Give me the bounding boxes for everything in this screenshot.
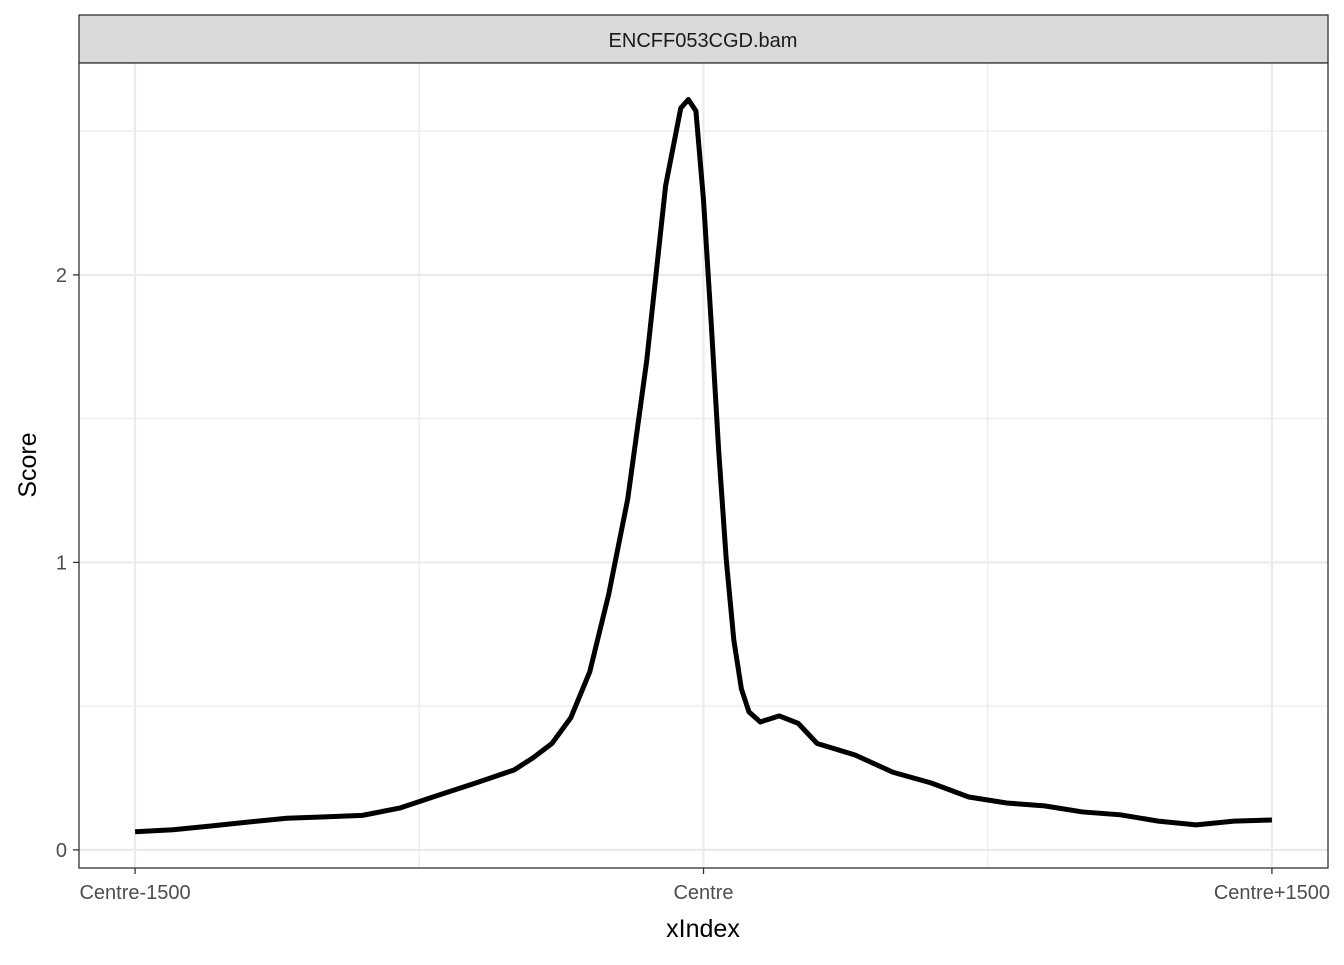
y-tick-label: 2 — [56, 265, 67, 287]
x-axis-title: xIndex — [666, 915, 740, 943]
x-tick-label: Centre-1500 — [79, 882, 190, 904]
panel-border — [78, 62, 1329, 869]
x-tick-label: Centre — [673, 882, 733, 904]
y-axis-title: Score — [14, 432, 42, 497]
strip — [78, 14, 1329, 64]
x-tick-label: Centre+1500 — [1214, 882, 1330, 904]
line — [134, 97, 1272, 835]
strip-title: ENCFF053CGD.bam — [609, 30, 798, 52]
y-tick-label: 0 — [56, 840, 67, 862]
y-tick-label: 1 — [56, 552, 67, 574]
